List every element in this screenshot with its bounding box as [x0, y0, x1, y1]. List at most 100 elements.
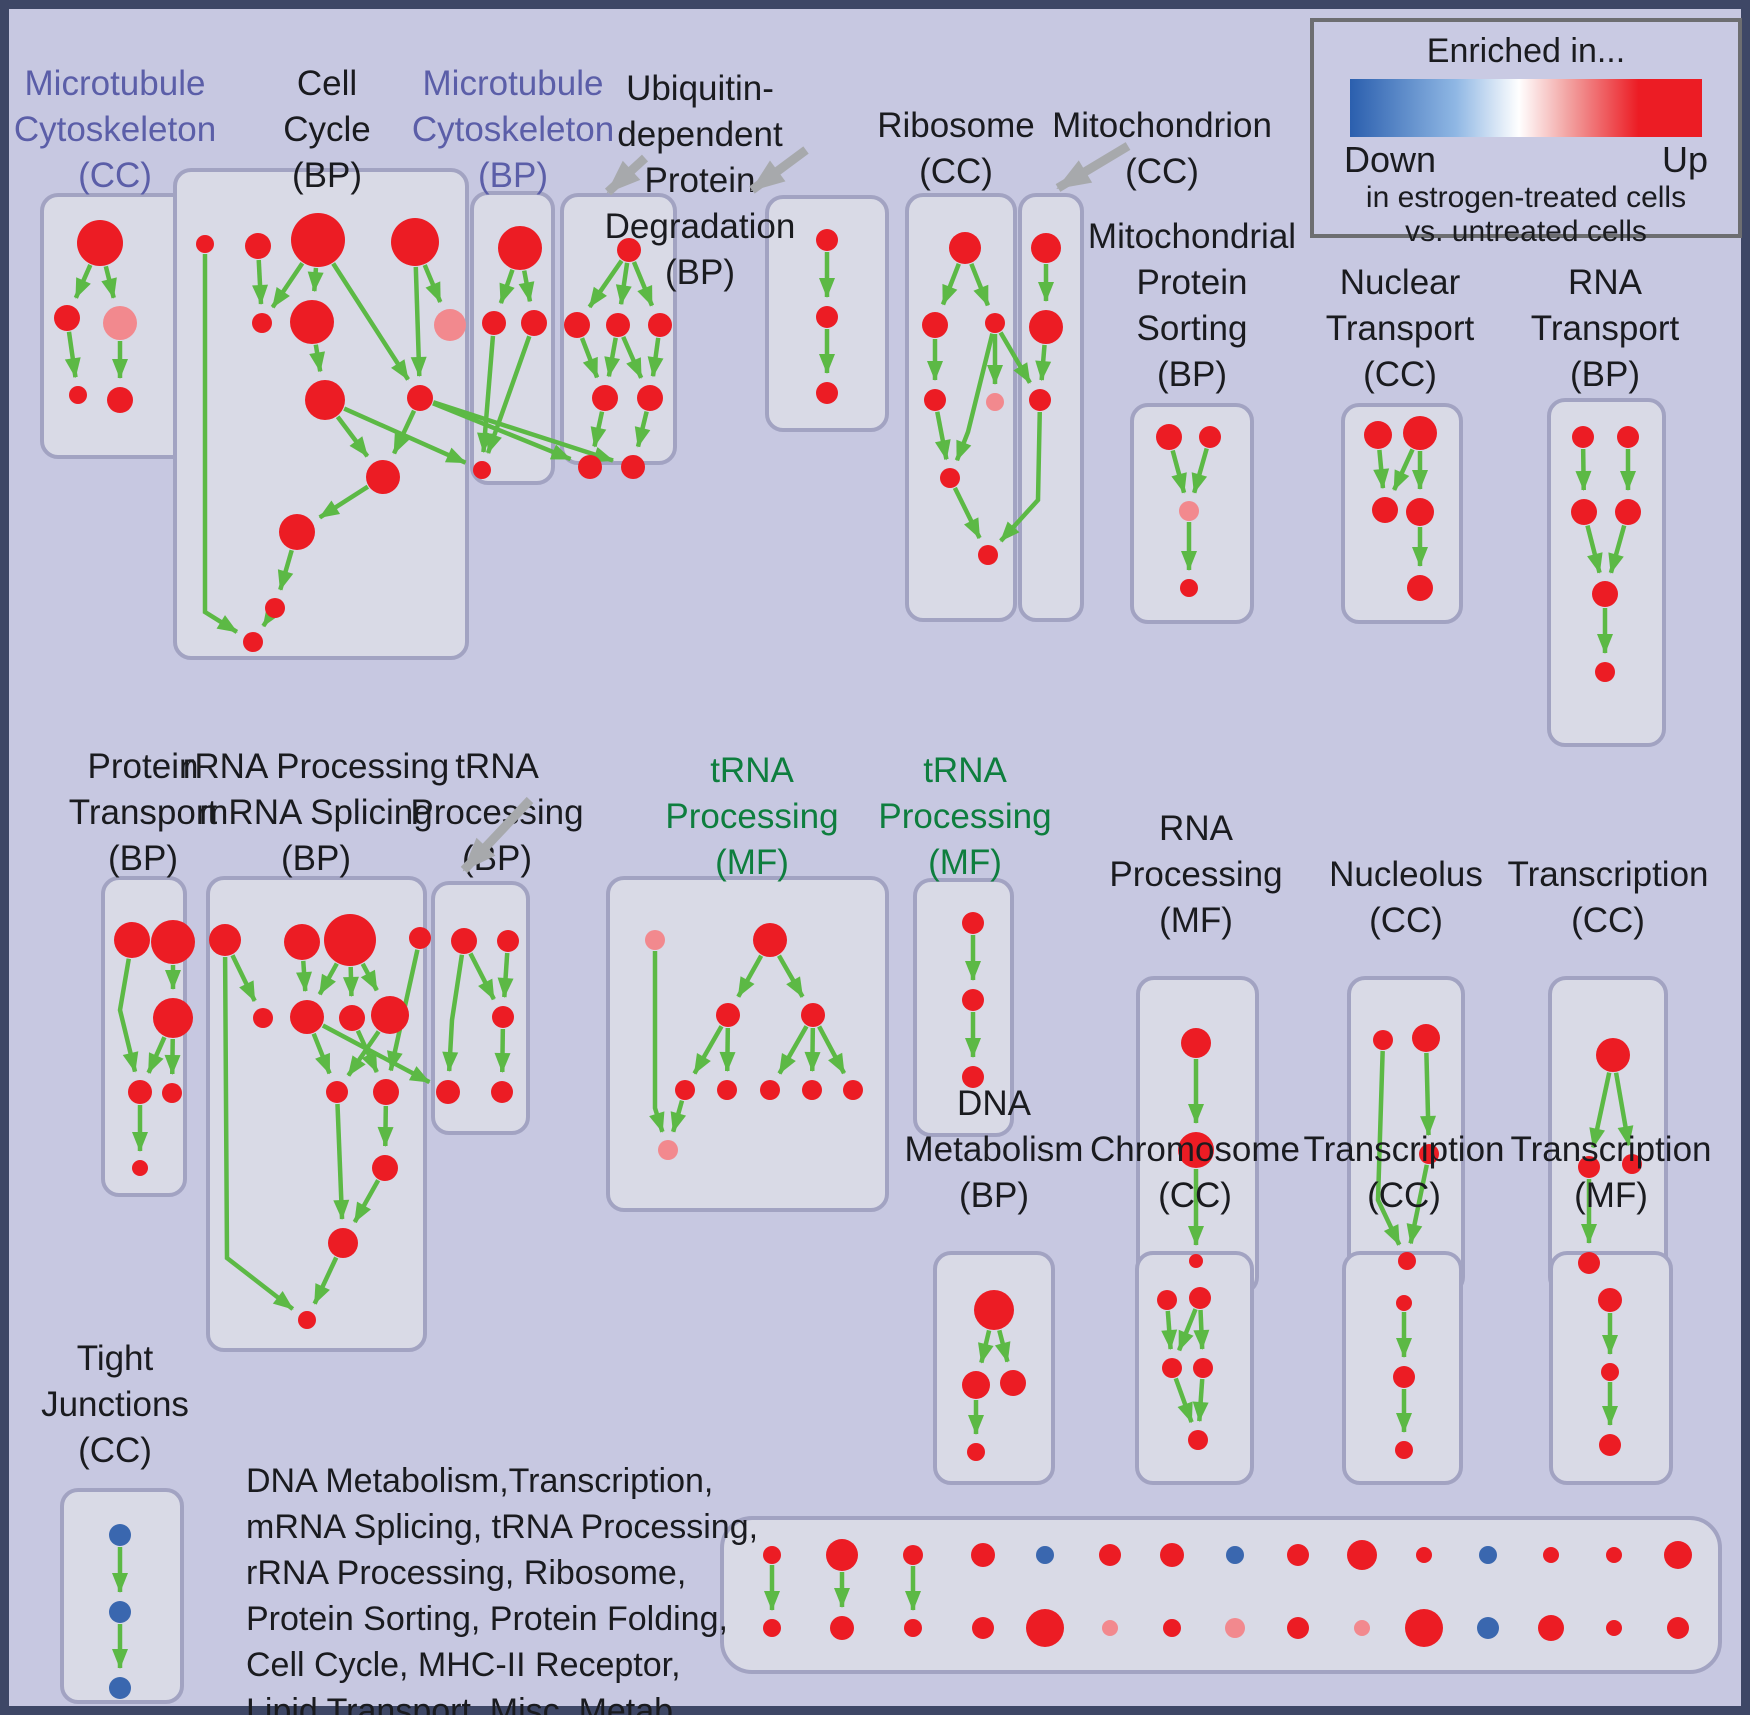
protein-transport-bp-label: (BP) — [108, 839, 178, 878]
cross-edge — [432, 401, 572, 462]
go-term-node-blue — [109, 1677, 131, 1699]
nuclear-transport-cc-edge — [1392, 448, 1415, 491]
go-term-node-red — [1193, 1358, 1213, 1378]
go-term-node-red — [903, 1545, 923, 1565]
go-term-node-red — [291, 213, 345, 267]
go-term-node-red — [1572, 426, 1594, 448]
go-term-node-red — [107, 387, 133, 413]
go-term-node-red — [1405, 1609, 1443, 1647]
nuclear-transport-cc-label: Transport — [1326, 309, 1475, 348]
go-term-node-red — [763, 1619, 781, 1637]
mitochondrial-protein-sorting-bp-label: (BP) — [1157, 355, 1227, 394]
annotation-arrow — [604, 154, 649, 196]
go-term-node-red — [922, 312, 948, 338]
annotation-arrow — [460, 796, 534, 874]
go-term-node-red — [1664, 1541, 1692, 1569]
go-term-node-red — [578, 455, 602, 479]
transcription-mf-label: (MF) — [1574, 1176, 1648, 1215]
go-term-node-red — [243, 632, 263, 652]
trna-processing-mf-large-edge — [817, 1025, 847, 1075]
go-term-node-red — [245, 233, 271, 259]
go-term-node-red — [1617, 426, 1639, 448]
microtubule-cytoskeleton-bp-label: Cytoskeleton — [412, 110, 614, 149]
ubiquitin-degradation-bp-edge — [587, 259, 624, 309]
go-term-node-red — [974, 1290, 1014, 1330]
cell-cycle-bp-edge — [277, 549, 294, 591]
trna-processing-mf-large-edge — [692, 1025, 724, 1075]
go-term-node-red — [498, 226, 542, 270]
dna-metabolism-bp-edge — [994, 1329, 1011, 1363]
go-term-node-red — [328, 1228, 358, 1258]
nuclear-transport-cc-label: Nuclear — [1340, 263, 1461, 302]
mitochondrion-cc-label: Mitochondrion — [1052, 106, 1272, 145]
go-term-node-red — [1406, 498, 1434, 526]
trna-processing-mf-large-label: Processing — [665, 797, 838, 836]
nucleolus-cc-edge — [1420, 1052, 1437, 1137]
go-term-node-red — [196, 235, 214, 253]
go-term-node-red — [409, 927, 431, 949]
mitochondrial-protein-sorting-bp-label: Mitochondrial — [1088, 217, 1296, 256]
chromosome-cc-edge — [1176, 1308, 1198, 1352]
transcription-cc-upper-label: (CC) — [1571, 901, 1645, 940]
ribosome-cc-edge — [952, 486, 982, 539]
go-term-node-red — [1622, 1154, 1642, 1174]
microtubule-cytoskeleton-bp-label: Microtubule — [423, 64, 604, 103]
go-term-node-red — [1407, 575, 1433, 601]
rna-transport-bp-label: RNA — [1568, 263, 1643, 302]
rna-transport-bp-box — [1547, 398, 1666, 747]
trna-processing-mf-large-edge — [736, 954, 764, 998]
go-term-node-red — [326, 1081, 348, 1103]
go-term-node-red — [1189, 1287, 1211, 1309]
trna-processing-bp-label: tRNA — [455, 747, 539, 786]
go-term-node-red — [1395, 1441, 1413, 1459]
go-term-node-red — [1157, 1290, 1177, 1310]
rrna-processing-mrna-splicing-bp-edge — [296, 960, 312, 993]
go-term-node-red — [816, 306, 838, 328]
go-term-node-red — [290, 1000, 324, 1034]
dna-metabolism-bp-label: DNA — [957, 1084, 1032, 1123]
misc-terms-box-box — [720, 1516, 1722, 1674]
rrna-processing-mrna-splicing-bp-edge — [222, 956, 295, 1311]
go-term-node-red — [816, 382, 838, 404]
rrna-processing-mrna-splicing-bp-edge — [342, 966, 359, 998]
nucleolus-cc-label: (CC) — [1369, 901, 1443, 940]
go-term-node-red — [1347, 1540, 1377, 1570]
go-term-node-red — [371, 996, 409, 1034]
go-term-node-red — [962, 989, 984, 1011]
dna-metabolism-bp-label: (BP) — [959, 1176, 1029, 1215]
dna-metabolism-bp-label: Metabolism — [905, 1130, 1084, 1169]
ubiquitin-degradation-bp-edge — [615, 262, 632, 306]
go-term-node-red — [716, 1003, 740, 1027]
mitochondrion-cc-box — [1018, 193, 1084, 622]
protein-transport-bp-edge — [146, 1036, 167, 1074]
nuclear-transport-cc-label: (CC) — [1363, 355, 1437, 394]
mitochondrial-protein-sorting-bp-label: Protein — [1137, 263, 1248, 302]
go-term-node-red — [1156, 424, 1182, 450]
trna-processing-bp-edge — [442, 954, 465, 1073]
cell-cycle-bp-edge — [270, 261, 305, 309]
go-term-node-red — [1601, 1363, 1619, 1381]
go-term-node-red — [830, 1616, 854, 1640]
misc-line: mRNA Splicing, tRNA Processing, — [246, 1508, 759, 1546]
go-term-node-red — [904, 1619, 922, 1637]
misc-line: Lipid Transport, Misc. Metab. — [246, 1692, 683, 1715]
go-term-node-pink — [434, 309, 466, 341]
trna-processing-mf-large-edge — [670, 1099, 687, 1133]
cell-cycle-bp-edge — [422, 264, 443, 303]
transcription-cc-lower-label: (CC) — [1367, 1176, 1441, 1215]
rrna-processing-mrna-splicing-bp-label: mRNA Splicing — [199, 793, 432, 832]
ribosome-cc-edge — [969, 262, 991, 307]
tight-junctions-cc-box — [60, 1488, 184, 1704]
transcription-cc-upper-edge — [1589, 1072, 1612, 1149]
go-term-node-red — [801, 1003, 825, 1027]
go-term-node-red — [606, 313, 630, 337]
legend-title: Enriched in... — [1426, 32, 1626, 70]
microtubule-cytoskeleton-bp-edge — [477, 335, 496, 454]
go-term-node-red — [802, 1080, 822, 1100]
cross-edge — [999, 411, 1043, 543]
go-term-node-red — [305, 380, 345, 420]
go-term-node-red — [1393, 1366, 1415, 1388]
nuclear-transport-cc-box — [1341, 403, 1463, 624]
edges-layer — [64, 252, 1636, 1669]
go-term-node-red — [473, 461, 491, 479]
